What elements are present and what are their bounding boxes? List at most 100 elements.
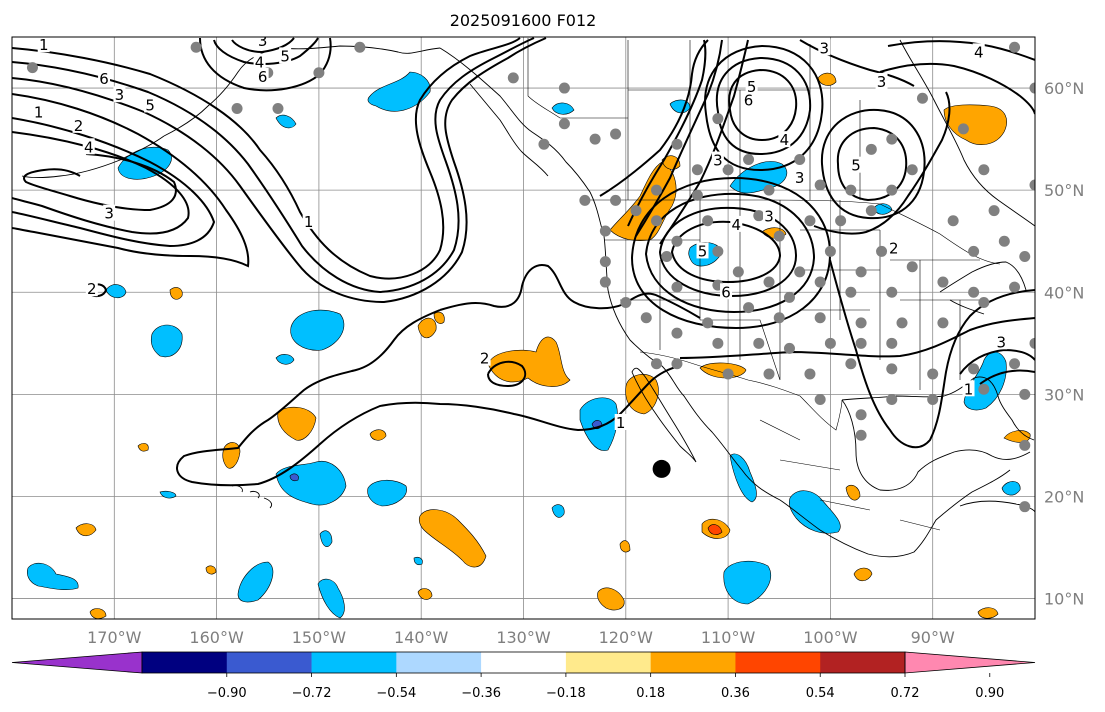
contour-line	[715, 56, 812, 156]
station-dot	[937, 317, 949, 329]
contour-label-bg	[793, 168, 806, 185]
contour-line	[231, 37, 295, 54]
station-dot	[763, 276, 775, 288]
station-dot	[1019, 251, 1031, 263]
station-dot	[957, 123, 969, 135]
station-dot	[650, 215, 662, 227]
contour-line	[12, 131, 190, 235]
lat-tick-label: 10°N	[1044, 590, 1084, 609]
station-dot	[1029, 82, 1035, 94]
station-dot	[855, 337, 867, 349]
contour-label: 3	[104, 205, 114, 223]
colorbar-tick-label: 0.72	[891, 686, 920, 701]
pos-anomaly-patch	[89, 608, 107, 619]
neg-anomaly-patch	[551, 504, 565, 518]
contour-label-bg	[98, 69, 111, 86]
station-dot	[865, 205, 877, 217]
longitude-tick-labels: 170°W 160°W 150°W 140°W 130°W 120°W 110°W 100°W…	[87, 628, 955, 647]
station-dot	[814, 276, 826, 288]
contour-label: 1	[616, 414, 626, 432]
neg-anomaly-patch	[319, 530, 333, 547]
station-dot	[896, 317, 908, 329]
station-dot	[906, 164, 918, 176]
station-dot	[773, 312, 785, 324]
contour-label: 1	[34, 104, 44, 122]
contour-line	[12, 117, 216, 248]
contour-line	[12, 93, 250, 268]
station-dot	[886, 133, 898, 145]
station-dot	[1019, 388, 1031, 400]
contour-label: 2	[74, 117, 84, 135]
neg-anomaly-patch	[723, 560, 772, 605]
contour-label: 6	[721, 283, 731, 301]
station-dot	[1009, 281, 1021, 293]
station-dot	[804, 368, 816, 380]
neg-anomaly-patch	[275, 114, 297, 129]
station-dot	[579, 194, 591, 206]
contour-label: 2	[480, 350, 490, 368]
contour-label: 1	[304, 213, 314, 231]
station-dot	[354, 41, 366, 53]
pos-anomaly-patch	[277, 406, 317, 441]
station-dot	[865, 143, 877, 155]
contour-line	[12, 37, 535, 294]
contour-line	[829, 259, 1035, 449]
pos-anomaly-patch	[169, 287, 183, 300]
station-dot	[691, 189, 703, 201]
contour-label: 3	[115, 86, 125, 104]
station-dot	[1029, 179, 1035, 191]
station-dot	[671, 235, 683, 247]
station-dot	[691, 164, 703, 176]
contour-label: 5	[747, 78, 757, 96]
contour-label-bg	[745, 78, 758, 95]
lat-tick-label: 20°N	[1044, 487, 1084, 506]
contour-label-bg	[995, 333, 1008, 350]
neg-anomaly-patch	[413, 556, 423, 566]
station-dot	[783, 291, 795, 303]
contour-label-bg	[256, 67, 269, 84]
pos-anomaly-patch	[418, 509, 487, 568]
neg-anomaly-patch	[275, 460, 347, 506]
station-dot	[855, 317, 867, 329]
station-dot	[671, 281, 683, 293]
baja-peninsula	[631, 367, 697, 463]
contour-line	[599, 39, 709, 197]
contour-lines	[12, 37, 1035, 487]
pos-anomaly-patch	[619, 540, 631, 553]
pos-anomaly-patch	[845, 484, 861, 501]
contour-label-bg	[778, 131, 791, 148]
map-frame	[11, 36, 1036, 620]
station-dot	[599, 276, 611, 288]
station-dot	[732, 266, 744, 278]
contour-line	[836, 126, 908, 202]
station-dot	[886, 184, 898, 196]
aleutian-islands	[21, 135, 165, 178]
pos-anomaly-patch	[853, 567, 873, 582]
contour-label-bg	[742, 91, 755, 108]
contour-label: 3	[795, 169, 805, 187]
colorbar-tick-label: 0.18	[636, 686, 665, 701]
neg-anomaly-patch	[367, 71, 431, 112]
alaska-panhandle	[469, 83, 549, 177]
neg-anomaly-patch	[1001, 481, 1021, 496]
station-dot	[26, 62, 38, 74]
station-dot	[743, 302, 755, 314]
north-america-coastline	[439, 47, 1011, 558]
lat-tick-label: 40°N	[1044, 283, 1084, 302]
station-dot	[671, 138, 683, 150]
colorbar-tick-label: −0.90	[207, 686, 247, 701]
contour-label-bg	[113, 86, 126, 103]
station-dot	[794, 266, 806, 278]
station-dot	[712, 337, 724, 349]
station-dot	[968, 286, 980, 298]
pos-anomaly-patch	[137, 443, 149, 452]
pos-anomaly-patch	[943, 104, 1007, 145]
contour-label-bg	[256, 37, 269, 49]
station-dot	[507, 72, 519, 84]
station-dot	[712, 113, 724, 125]
contour-line	[704, 44, 824, 172]
colorbar-segment	[650, 652, 736, 673]
colorbar-segment	[820, 652, 906, 673]
station-dot	[824, 337, 836, 349]
station-dot	[712, 245, 724, 257]
